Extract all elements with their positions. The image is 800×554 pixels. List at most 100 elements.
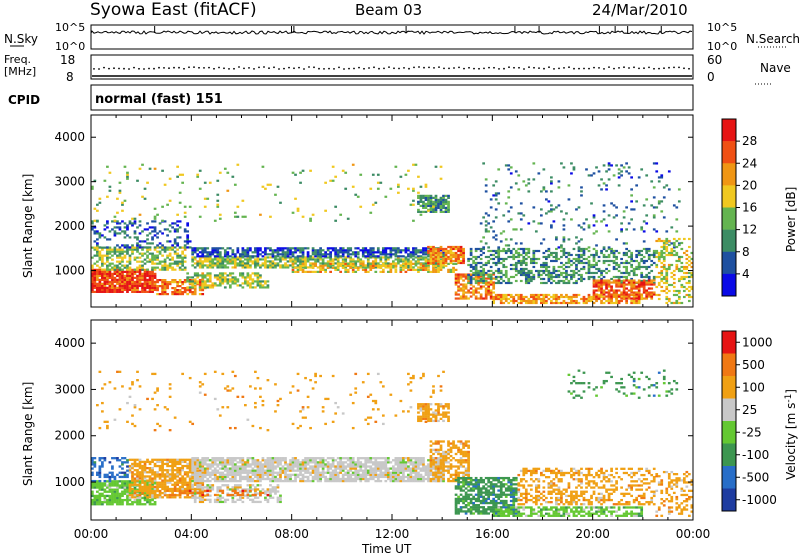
range-cell — [494, 198, 498, 201]
range-cell — [201, 276, 205, 279]
range-cell — [111, 290, 114, 293]
range-cell — [151, 268, 154, 271]
range-cell — [630, 263, 633, 267]
range-cell — [226, 189, 230, 192]
range-cell — [454, 247, 458, 251]
nsearch-label: N.Search — [746, 32, 800, 46]
range-cell — [432, 266, 435, 269]
range-cell — [685, 249, 689, 253]
range-cell — [241, 247, 245, 250]
range-cell — [93, 179, 97, 182]
range-cell — [138, 260, 142, 263]
range-cell — [670, 226, 674, 229]
range-cell — [98, 501, 102, 504]
range-cell — [652, 283, 656, 286]
range-cell — [269, 260, 272, 263]
range-cell — [101, 482, 104, 485]
range-cell — [274, 249, 277, 252]
range-cell — [146, 274, 149, 277]
range-cell — [417, 260, 420, 263]
range-cell — [429, 194, 433, 197]
range-cell — [439, 210, 443, 213]
range-cell — [226, 274, 230, 277]
range-cell — [126, 284, 129, 287]
range-cell — [118, 496, 122, 500]
range-cell — [133, 489, 137, 493]
range-cell — [264, 286, 267, 289]
range-cell — [462, 259, 465, 263]
range-cell — [392, 260, 395, 263]
range-cell — [151, 496, 154, 499]
range-cell — [590, 263, 593, 267]
range-cell — [321, 258, 325, 261]
range-cell — [607, 297, 611, 300]
range-cell — [667, 283, 671, 287]
range-cell — [622, 253, 626, 257]
range-cell — [662, 186, 666, 189]
range-cell — [156, 285, 159, 288]
range-cell — [625, 295, 628, 298]
range-cell — [497, 295, 501, 299]
range-cell — [223, 266, 227, 269]
range-cell — [291, 262, 295, 265]
range-cell — [635, 267, 639, 271]
range-cell — [642, 275, 646, 279]
range-cell — [487, 289, 491, 292]
range-cell — [91, 492, 94, 495]
range-cell — [625, 283, 628, 286]
range-cell — [158, 464, 162, 468]
range-cell — [118, 471, 122, 474]
range-cell — [615, 291, 618, 294]
nave-dot — [353, 67, 355, 70]
range-cell — [650, 295, 654, 298]
range-cell — [118, 260, 122, 263]
range-cell — [627, 279, 631, 282]
range-cell — [233, 282, 237, 285]
range-cell — [570, 295, 573, 299]
range-cell — [630, 287, 633, 290]
range-cell — [171, 479, 174, 482]
range-cell — [346, 255, 350, 258]
range-cell — [630, 279, 633, 282]
range-cell — [429, 261, 433, 265]
range-cell — [176, 483, 179, 486]
range-cell — [133, 458, 137, 461]
range-cell — [146, 489, 149, 493]
range-cell — [198, 258, 202, 261]
range-cell — [667, 239, 671, 243]
range-cell — [103, 484, 107, 487]
range-cell — [499, 271, 503, 275]
range-cell — [484, 263, 488, 267]
range-cell — [592, 265, 596, 269]
range-cell — [597, 255, 601, 259]
range-cell — [587, 249, 591, 253]
range-cell — [228, 258, 232, 261]
range-cell — [246, 255, 250, 258]
range-cell — [173, 228, 177, 231]
range-cell — [685, 271, 689, 275]
range-cell — [208, 284, 212, 287]
range-cell — [163, 479, 167, 482]
range-cell — [677, 279, 681, 283]
range-cell — [218, 284, 222, 287]
range-cell — [577, 240, 581, 243]
range-cell — [181, 479, 185, 482]
range-cell — [191, 249, 195, 252]
nave-dot — [488, 66, 490, 69]
range-cell — [439, 198, 443, 201]
range-cell — [121, 209, 124, 212]
range-cell — [555, 251, 558, 255]
range-cell — [597, 279, 601, 282]
range-cell — [299, 264, 302, 267]
nave-dot — [288, 66, 290, 69]
range-cell — [459, 251, 463, 255]
range-cell — [452, 247, 455, 251]
range-cell — [447, 200, 450, 203]
nave-dot — [453, 67, 455, 69]
range-cell — [196, 458, 200, 461]
range-cell — [178, 496, 182, 499]
range-cell — [93, 246, 97, 249]
range-cell — [188, 487, 192, 491]
range-cell — [582, 249, 586, 253]
range-cell — [166, 475, 169, 478]
